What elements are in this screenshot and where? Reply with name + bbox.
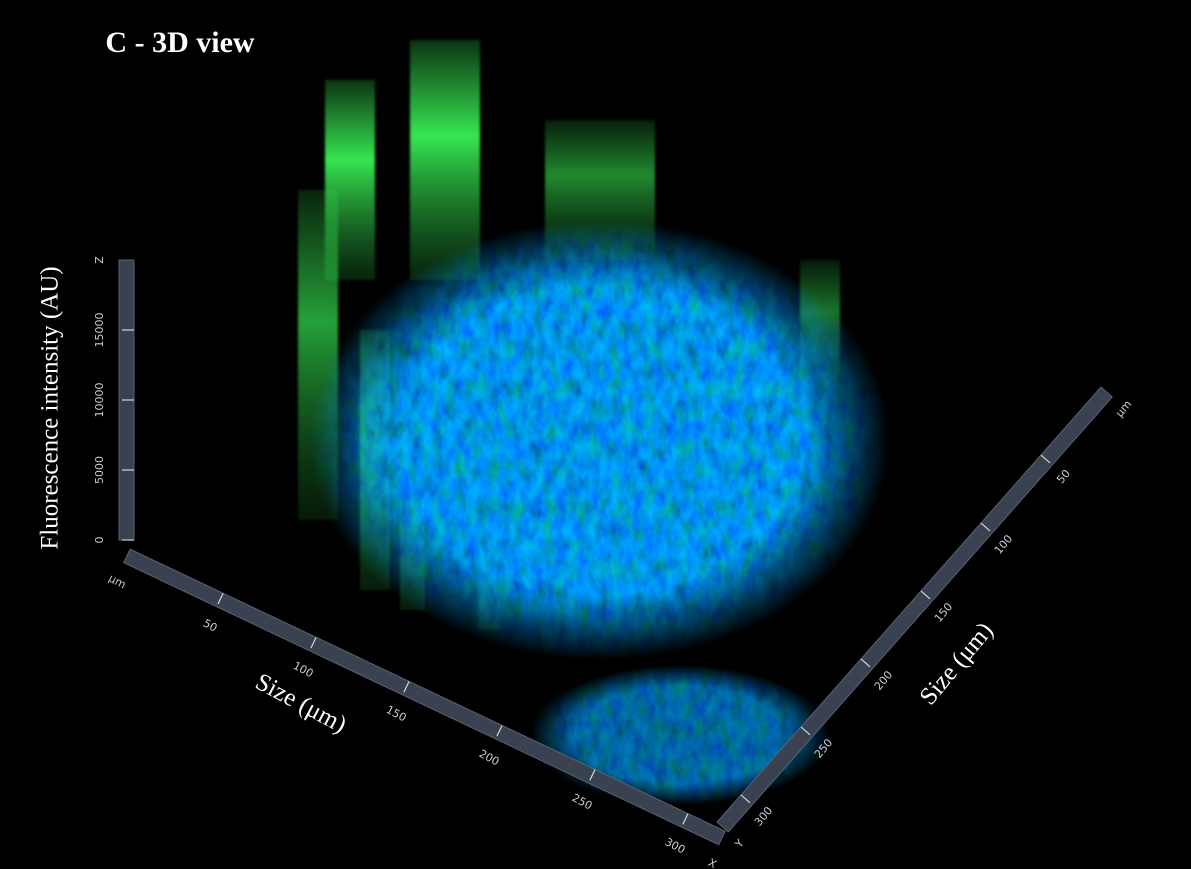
chart: C - 3D view Fluorescence intensity (AU) … [0,0,1191,869]
title: C - 3D view [105,26,254,59]
z-axis-label: Fluorescence intensity (AU) [37,266,64,549]
surface-reflection [530,665,830,805]
z-tick-label: 10000 [93,383,106,418]
surface [310,220,890,660]
z-axis-name: Z [93,256,106,264]
z-tick-label: 15000 [93,313,106,348]
z-tick-label: 5000 [93,456,106,484]
z-tick-label: 0 [93,537,106,544]
